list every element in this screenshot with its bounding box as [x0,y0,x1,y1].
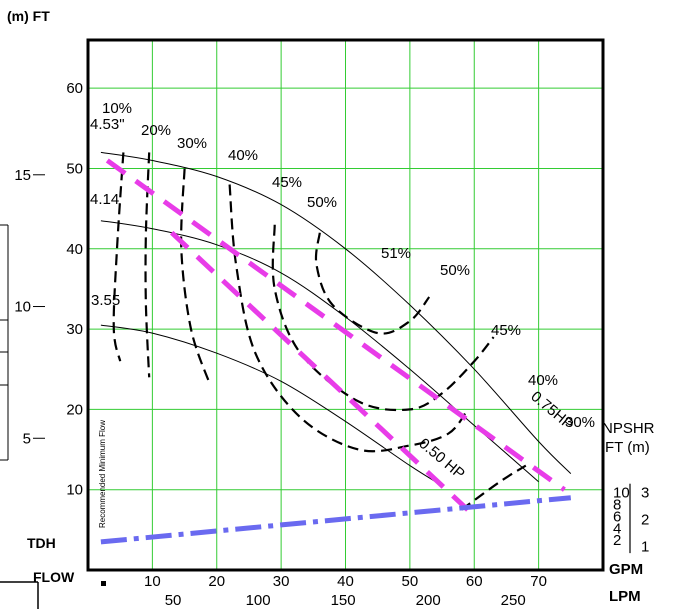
npshr-ft-tick-label: 8 [613,497,621,514]
hp-label: 0.75HP [527,388,576,433]
min-flow-label: Recommended Minimum Flow [98,420,107,528]
npshr-m-tick-label: 3 [641,485,649,502]
x-tick-label-gpm: 50 [402,573,419,590]
efficiency-curve [271,224,495,412]
min-flow-marker [101,581,106,586]
x-tick-label-gpm: 40 [337,573,354,590]
x-tick-label-gpm: 20 [208,573,225,590]
x-tick-label-gpm: 10 [144,573,161,590]
y-tick-label-m: 10 [14,299,31,316]
y-tick-label-ft: 20 [66,401,83,418]
flow-label: FLOW [33,569,75,585]
efficiency-label: 45% [491,322,521,339]
efficiency-curve [180,168,212,386]
y-tick-label-m: 15 [14,167,31,184]
efficiency-label: 50% [440,262,470,279]
efficiency-label: 20% [141,122,171,139]
y-tick-label-ft: 10 [66,482,83,499]
plot-frame [86,38,605,572]
hp-line [169,230,470,512]
efficiency-label: 45% [272,174,302,191]
efficiency-curve [314,232,431,335]
npshr-m-tick-label: 1 [641,539,649,556]
x-tick-label-lpm: 250 [501,592,526,609]
x-tick-label-lpm: 150 [331,592,356,609]
y-tick-label-ft: 50 [66,160,83,177]
npshr-m-tick-label: 2 [641,512,649,529]
x-tick-label-lpm: 200 [416,592,441,609]
x-tick-label-lpm: 50 [165,592,182,609]
npshr-ft-tick-label: 4 [613,520,621,537]
efficiency-label: 50% [307,194,337,211]
efficiency-label: 30% [177,135,207,152]
units-label: (m) FT [7,8,50,24]
tdh-label: TDH [27,535,56,551]
y-tick-label-m: 5 [23,430,31,447]
efficiency-curve [460,464,527,511]
npshr-ft-tick-label: 6 [613,508,621,525]
impeller-label: 4.14 [90,191,119,208]
efficiency-label: 10% [102,100,132,117]
npshr-units-label: FT (m) [605,439,650,456]
npshr-ft-tick-label: 10 [613,485,630,502]
impeller-label: 4.53" [90,116,125,133]
x-tick-label-gpm: 70 [530,573,547,590]
y-tick-label-ft: 60 [66,80,83,97]
impeller-label: 3.55 [91,292,120,309]
y-tick-label-ft: 40 [66,241,83,258]
series-layer [100,151,572,545]
efficiency-label: 30% [565,414,595,431]
x-tick-label-gpm: 30 [273,573,290,590]
npshr-ft-tick-label: 2 [613,532,621,549]
x-tick-label-lpm: 100 [246,592,271,609]
efficiency-label: 51% [381,245,411,262]
gpm-label: GPM [609,561,643,578]
y-tick-label-ft: 30 [66,321,83,338]
efficiency-label: 40% [528,372,558,389]
impeller-curve [100,324,443,487]
hp-label: 0.50 HP [415,435,467,483]
npshr-label: NPSHR [602,420,655,437]
impeller-curve [100,151,572,474]
efficiency-curve [112,152,125,362]
efficiency-curve [228,184,469,453]
lpm-label: LPM [609,588,641,605]
efficiency-label: 40% [228,147,258,164]
impeller-curve [100,220,539,483]
hp-line [105,158,566,492]
grid [88,40,603,570]
x-tick-label-gpm: 60 [466,573,483,590]
npshr-line [100,495,572,545]
